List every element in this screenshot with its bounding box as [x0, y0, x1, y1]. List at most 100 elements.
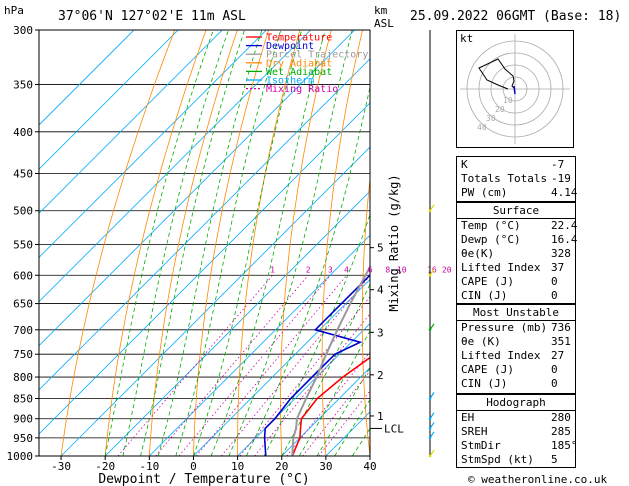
dry-adiabat [237, 30, 301, 456]
mixing-ratio-label: 20 [442, 265, 452, 274]
pressure-tick-label: 1000 [7, 450, 34, 463]
cin-label: CIN (J) [461, 289, 508, 302]
lifted-index-label: Lifted Index [461, 261, 541, 274]
theta-e-label: θe(K) [461, 247, 495, 260]
isotherm [149, 234, 370, 456]
pressure-tick-label: 900 [13, 413, 33, 426]
cape-label: CAPE (J) [461, 275, 514, 288]
x-tick-label: 30 [319, 460, 332, 473]
y2-axis-title: Mixing Ratio (g/kg) [387, 174, 401, 311]
mixing-ratio-label: 2 [306, 265, 311, 274]
x-axis-title: Dewpoint / Temperature (°C) [98, 472, 309, 486]
wet-adiabat [157, 30, 263, 456]
surface-table: Surface Temp (°C) 22.4 Dewp (°C) 16.4 θe(K… [456, 202, 578, 304]
mixing-ratio-label: 8 [385, 265, 390, 274]
dry-adiabat [148, 30, 238, 456]
dry-adiabat [321, 30, 363, 456]
wet-adiabat [316, 366, 370, 456]
x-tick-label: -10 [139, 460, 159, 473]
km-tick-label: 3 [377, 326, 384, 339]
datetime-title: 25.09.2022 06GMT (Base: 18) [410, 9, 621, 24]
wet-adiabat [175, 30, 282, 456]
mixing-ratio-label: 10 [397, 265, 407, 274]
pressure-tick-label: 850 [13, 392, 33, 405]
totals-value: -19 [551, 172, 571, 185]
unit-km: km [374, 4, 388, 17]
wet-adiabat [122, 30, 229, 456]
legend-label: Temperature [266, 33, 332, 44]
temp-value: 22.4 [551, 219, 578, 232]
eh-label: EH [461, 411, 475, 424]
isotherm [39, 30, 311, 303]
pressure-tick-label: 400 [13, 126, 33, 139]
ring-label-20: 20 [495, 105, 505, 114]
legend-label: Wet Adiabat [266, 67, 332, 78]
pressure-tick-label: 950 [13, 432, 33, 445]
totals-label: Totals Totals [461, 172, 548, 185]
x-tick-label: 20 [275, 460, 288, 473]
pressure-tick-label: 600 [13, 269, 33, 282]
stmdir-value: 185° [551, 439, 578, 452]
isotherm [39, 30, 267, 258]
pressure-tick-label: 700 [13, 324, 33, 337]
isotherm [39, 58, 370, 391]
ring-label-30: 30 [486, 114, 496, 123]
wet-adiabat [334, 398, 370, 456]
legend-label: Dry Adiabat [266, 58, 332, 69]
unit-hpa: hPa [4, 4, 24, 17]
storm-motion-marker [513, 85, 516, 95]
x-tick-label: -30 [51, 460, 71, 473]
dewp-label: Dewp (°C) [461, 233, 521, 246]
unit-asl: ASL [374, 17, 394, 30]
x-tick-label: 40 [363, 460, 376, 473]
legend-label: Isotherm [266, 76, 314, 87]
dry-adiabat [60, 30, 176, 456]
mixing-ratio-label: 6 [368, 265, 373, 274]
mixing-ratio-label: 1 [270, 265, 275, 274]
dry-adiabat [401, 30, 425, 456]
pressure-tick-label: 800 [13, 371, 33, 384]
pressure-tick-label: 650 [13, 298, 33, 311]
sreh-label: SREH [461, 425, 488, 438]
plot-frame [38, 29, 371, 457]
mixing-ratio-line [117, 275, 273, 456]
copyright: © weatheronline.co.uk [468, 473, 607, 486]
mixing-ratio-label: 3 [328, 265, 333, 274]
mu-pressure-label: Pressure (mb) [461, 321, 548, 334]
series-temperature [291, 356, 370, 456]
mu-pressure-value: 736 [551, 321, 571, 334]
dry-adiabat [361, 175, 370, 456]
dry-adiabat [104, 30, 207, 456]
mu-theta-label: θe (K) [461, 335, 501, 348]
pressure-tick-label: 500 [13, 205, 33, 218]
legend-label: Dewpoint [266, 41, 314, 52]
mu-theta-value: 351 [551, 335, 571, 348]
lifted-index-value: 37 [551, 261, 565, 274]
stmspd-value: 5 [551, 453, 558, 466]
pressure-tick-label: 550 [13, 238, 33, 251]
isotherm [60, 146, 370, 456]
isotherm [281, 367, 370, 456]
skewt-grid [39, 30, 629, 456]
wet-adiabat [246, 85, 370, 456]
sreh-value: 285 [551, 425, 571, 438]
mixing-ratio-line [178, 275, 331, 456]
most-unstable-title: Most Unstable [472, 306, 560, 319]
km-tick-label: 2 [377, 369, 384, 382]
mu-li-label: Lifted Index [461, 349, 541, 362]
x-tick-label: 10 [231, 460, 244, 473]
mixing-ratio-line [286, 351, 370, 456]
location-title: 37°06'N 127°02'E 11m ASL [58, 9, 246, 24]
x-tick-label: 0 [190, 460, 197, 473]
mu-cin-value: 0 [551, 377, 558, 390]
hodograph-table-title: Hodograph [486, 396, 546, 409]
dry-adiabat [612, 30, 629, 456]
mixing-ratio-labels: 12346810162025 [270, 265, 467, 274]
mu-cape-label: CAPE (J) [461, 363, 514, 376]
wet-adiabat [104, 30, 214, 456]
lcl-label: LCL [384, 422, 404, 435]
mixing-ratio-line [239, 296, 370, 456]
stmdir-label: StmDir [461, 439, 501, 452]
cape-value: 0 [551, 275, 558, 288]
